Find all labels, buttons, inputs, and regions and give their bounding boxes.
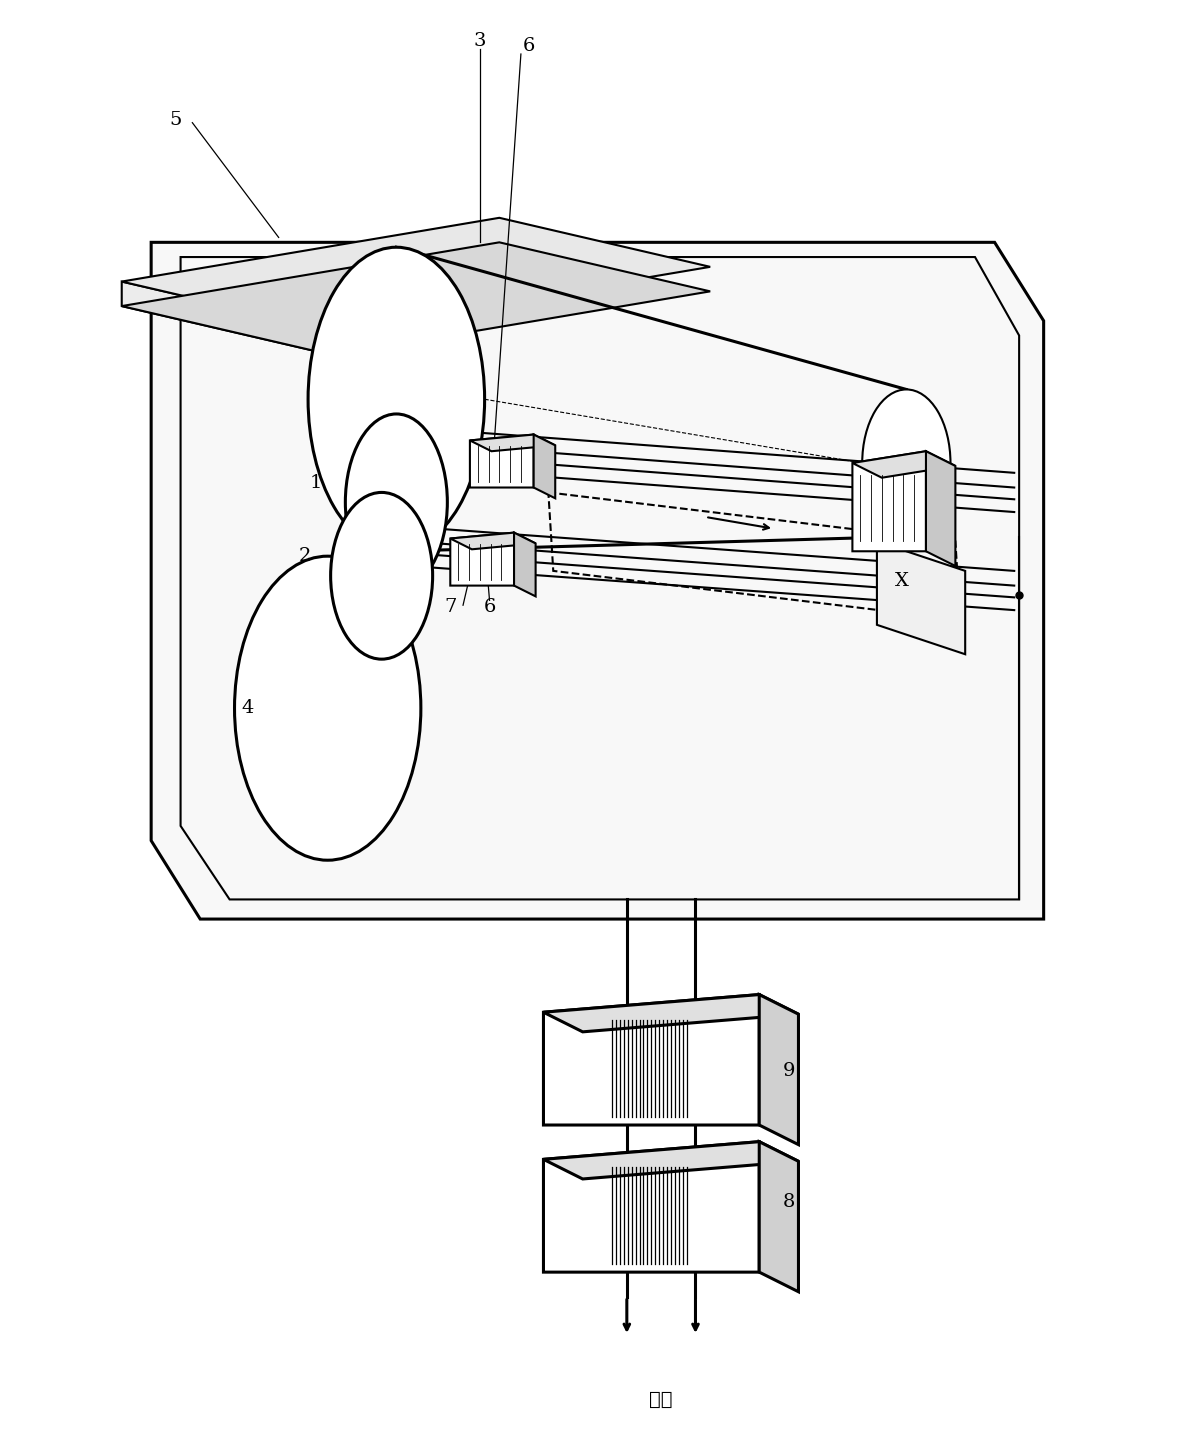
Polygon shape [544,995,799,1032]
Polygon shape [514,533,536,596]
Ellipse shape [235,556,421,860]
Ellipse shape [345,414,448,590]
Polygon shape [533,435,556,498]
Text: 5: 5 [169,111,181,129]
Text: X: X [895,572,909,590]
Polygon shape [760,995,799,1144]
Polygon shape [544,995,760,1124]
Ellipse shape [331,493,433,659]
Polygon shape [760,1142,799,1292]
Polygon shape [544,1142,760,1272]
Text: 8: 8 [782,1192,795,1211]
Ellipse shape [863,389,950,537]
Polygon shape [470,435,533,487]
Polygon shape [450,533,514,586]
Text: 4: 4 [241,699,254,717]
Polygon shape [852,451,925,551]
Ellipse shape [308,247,485,551]
Text: 2: 2 [299,547,312,566]
Text: 电源: 电源 [649,1390,673,1409]
Polygon shape [450,533,536,550]
Polygon shape [152,243,1044,919]
Text: 6: 6 [523,37,534,55]
Polygon shape [122,243,710,355]
Polygon shape [122,281,333,355]
Text: 7: 7 [444,599,456,616]
Polygon shape [122,218,710,330]
Text: 6: 6 [483,599,495,616]
Polygon shape [852,451,955,478]
Text: 9: 9 [782,1063,795,1080]
Polygon shape [470,435,556,451]
Polygon shape [925,451,955,566]
Polygon shape [877,541,966,655]
Text: 3: 3 [474,32,486,50]
Text: 1: 1 [309,474,322,491]
Polygon shape [544,1142,799,1179]
Text: 7: 7 [354,488,366,507]
